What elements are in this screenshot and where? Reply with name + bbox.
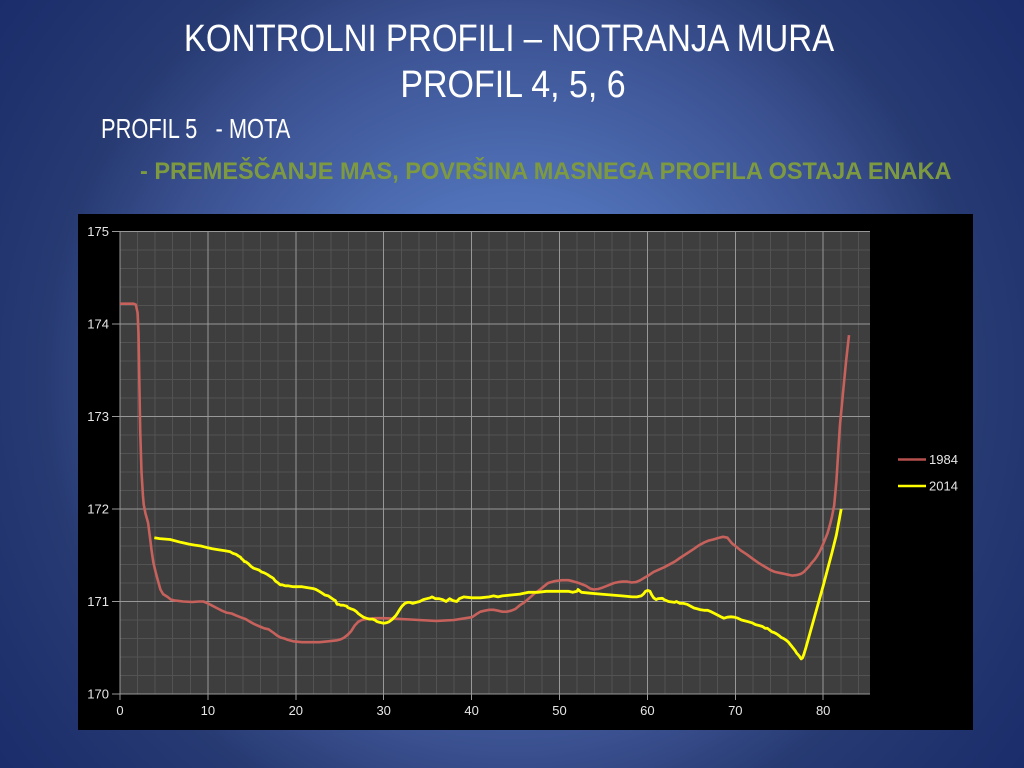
svg-text:10: 10 (201, 703, 215, 718)
svg-text:20: 20 (289, 703, 303, 718)
svg-text:175: 175 (87, 224, 109, 239)
svg-text:0: 0 (116, 703, 123, 718)
svg-text:173: 173 (87, 409, 109, 424)
svg-text:50: 50 (552, 703, 566, 718)
svg-text:174: 174 (87, 317, 109, 332)
svg-text:30: 30 (376, 703, 390, 718)
svg-text:171: 171 (87, 594, 109, 609)
svg-text:172: 172 (87, 502, 109, 517)
svg-text:40: 40 (464, 703, 478, 718)
svg-text:70: 70 (728, 703, 742, 718)
svg-text:1984: 1984 (929, 452, 958, 467)
svg-text:80: 80 (816, 703, 830, 718)
svg-text:170: 170 (87, 687, 109, 702)
svg-text:60: 60 (640, 703, 654, 718)
svg-text:2014: 2014 (929, 479, 958, 494)
